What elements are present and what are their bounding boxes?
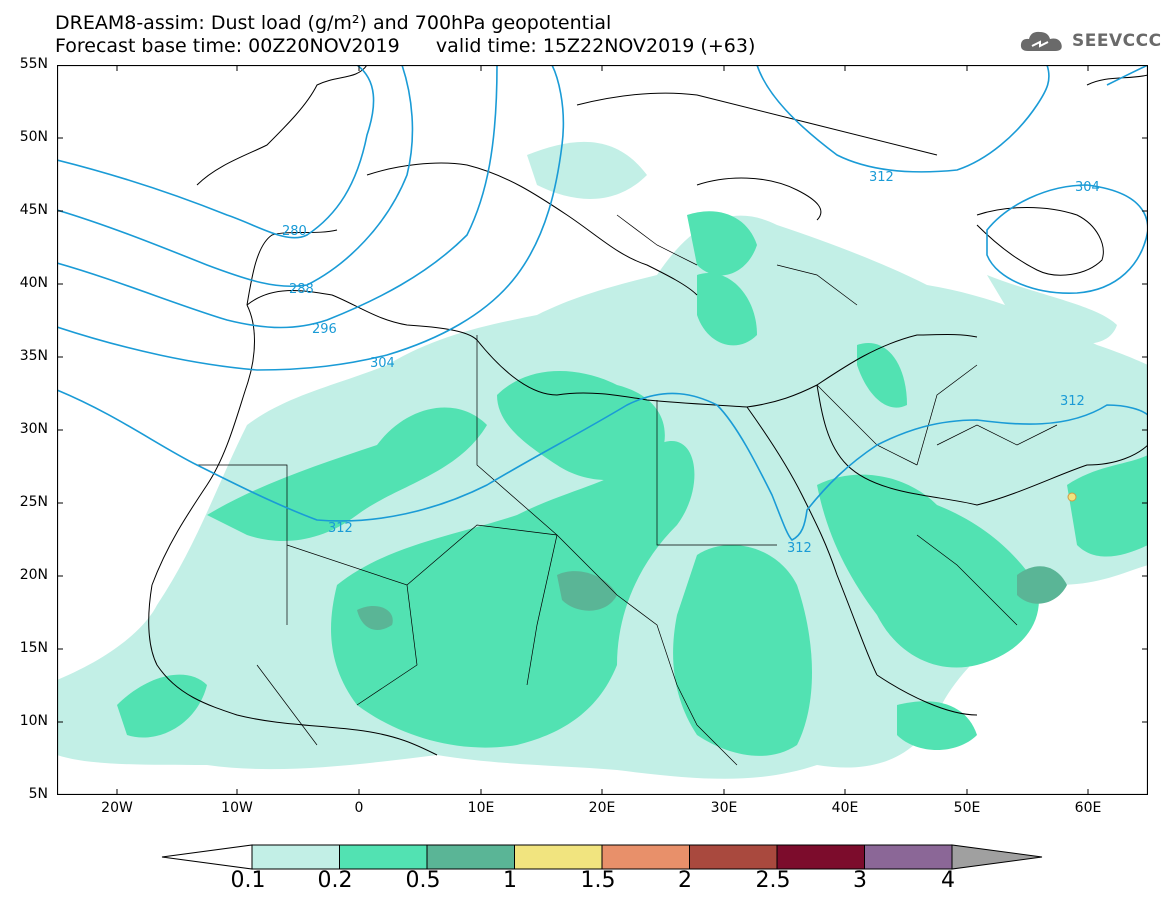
colorbar-segment	[251, 844, 340, 870]
colorbar-label: 0.2	[317, 868, 353, 893]
lon-label: 10W	[221, 800, 253, 816]
contour-labels: 280 288 296 304 312 312 312 312 304	[282, 170, 1100, 556]
lon-label: 10E	[467, 800, 495, 816]
seevccc-logo: SEEVCCC	[1018, 27, 1162, 55]
colorbar-label: 2	[678, 868, 692, 893]
country-borders	[197, 214, 1058, 766]
colorbar-segment	[514, 844, 603, 870]
dust-medium-area	[117, 211, 1148, 756]
forecast-times: Forecast base time: 00Z20NOV2019 valid t…	[55, 35, 756, 57]
colorbar-label: 0.5	[405, 868, 441, 893]
lon-label: 20W	[101, 800, 133, 816]
lat-label: 10N	[19, 713, 48, 729]
colorbar-segment	[601, 844, 690, 870]
contour-label: 312	[1060, 394, 1085, 409]
colorbar-segment	[339, 844, 428, 870]
colorbar-under-arrow	[161, 844, 253, 870]
logo-text: SEEVCCC	[1072, 31, 1162, 51]
colorbar-label: 1.5	[580, 868, 616, 893]
lat-label: 25N	[19, 494, 48, 510]
contour-label: 296	[312, 322, 337, 337]
lon-label: 0	[354, 800, 364, 816]
lat-label: 50N	[19, 129, 48, 145]
coastlines	[148, 65, 1148, 756]
lon-label: 30E	[710, 800, 738, 816]
lat-label: 20N	[19, 567, 48, 583]
colorbar	[161, 844, 1043, 870]
axis-ticks	[57, 65, 1148, 795]
colorbar-label: 4	[941, 868, 955, 893]
lat-label: 15N	[19, 640, 48, 656]
dust-dense-area	[357, 566, 1067, 630]
lat-label: 30N	[19, 421, 48, 437]
dust-peak-spot	[1067, 492, 1077, 502]
lat-label: 45N	[19, 202, 48, 218]
colorbar-segment	[776, 844, 865, 870]
colorbar-label: 0.1	[230, 868, 266, 893]
contour-label: 304	[370, 356, 395, 371]
contour-label: 288	[289, 282, 314, 297]
lat-label: 40N	[19, 275, 48, 291]
colorbar-segment	[689, 844, 778, 870]
contour-label: 312	[787, 541, 812, 556]
colorbar-label: 1	[503, 868, 517, 893]
lon-label: 60E	[1074, 800, 1102, 816]
contour-label: 280	[282, 224, 307, 239]
lon-label: 20E	[588, 800, 616, 816]
contour-label: 304	[1075, 180, 1100, 195]
colorbar-segment	[426, 844, 515, 870]
colorbar-segment	[864, 844, 953, 870]
lon-label: 40E	[831, 800, 859, 816]
map-title: DREAM8-assim: Dust load (g/m²) and 700hP…	[55, 12, 612, 34]
geopotential-contours	[57, 65, 1148, 541]
colorbar-over-arrow	[951, 844, 1043, 870]
colorbar-label: 2.5	[755, 868, 791, 893]
lat-label: 5N	[28, 786, 48, 802]
dust-map: 280 288 296 304 312 312 312 312 304	[57, 65, 1148, 795]
lon-label: 50E	[953, 800, 981, 816]
contour-label: 312	[869, 170, 894, 185]
lat-label: 55N	[19, 56, 48, 72]
colorbar-label: 3	[853, 868, 867, 893]
cloud-icon	[1020, 31, 1062, 51]
lat-label: 35N	[19, 348, 48, 364]
contour-label: 312	[328, 521, 353, 536]
